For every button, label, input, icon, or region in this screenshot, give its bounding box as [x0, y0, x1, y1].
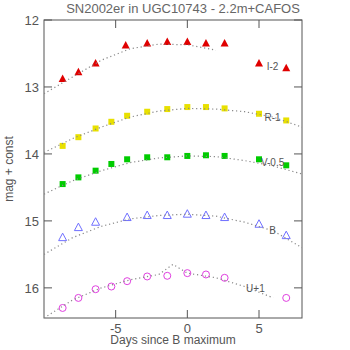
data-point — [123, 213, 131, 221]
plot-marks — [44, 38, 302, 318]
data-point — [92, 286, 99, 293]
y-tick — [294, 153, 302, 154]
data-point — [164, 106, 170, 112]
series-label: R-1 — [265, 112, 282, 123]
series-label: I-2 — [267, 61, 279, 72]
data-point — [74, 223, 82, 231]
y-tick — [44, 153, 52, 154]
data-point — [164, 154, 170, 160]
data-point — [203, 152, 209, 158]
y-tick — [44, 86, 52, 87]
series-label: U+1 — [246, 283, 265, 294]
data-point — [183, 38, 191, 46]
title: SN2002er in UGC10743 - 2.2m+CAFOS — [66, 1, 300, 16]
data-point — [108, 119, 114, 125]
data-point — [202, 211, 210, 219]
series-label: V-0.5 — [261, 157, 285, 168]
series-label: B — [269, 225, 276, 236]
template-line — [44, 44, 216, 94]
series-labels: I-2 R-1 V-0.5 B U+1 — [246, 61, 285, 294]
data-point — [108, 283, 115, 290]
template-line — [44, 214, 302, 254]
data-point — [93, 168, 99, 174]
data-point — [122, 41, 130, 49]
y-tick — [44, 220, 52, 221]
y-tick — [294, 86, 302, 87]
chart-svg: SN2002er in UGC10743 - 2.2m+CAFOS-505121… — [0, 0, 350, 350]
template-line — [44, 264, 273, 318]
y-tick-label: 13 — [25, 80, 39, 95]
y-axis-label: mag + const — [2, 135, 16, 201]
data-point — [92, 218, 100, 226]
x-tick — [187, 310, 188, 318]
data-point — [202, 39, 210, 47]
data-point — [283, 294, 290, 301]
x-tick — [115, 20, 116, 28]
data-point — [143, 39, 151, 47]
data-point — [59, 233, 67, 241]
data-point — [144, 154, 150, 160]
data-point — [221, 213, 229, 221]
data-point — [164, 272, 171, 279]
data-point — [93, 125, 99, 131]
data-point — [202, 271, 209, 278]
data-point — [255, 59, 263, 67]
template-line — [44, 156, 302, 194]
x-tick — [115, 310, 116, 318]
y-tick-label: 14 — [25, 147, 39, 162]
x-tick — [187, 20, 188, 28]
plot-frame — [44, 20, 302, 318]
y-tick — [294, 20, 302, 21]
template-line — [44, 108, 302, 152]
data-point — [60, 181, 66, 187]
y-tick-label: 12 — [25, 13, 39, 28]
chart-container: SN2002er in UGC10743 - 2.2m+CAFOS-505121… — [0, 0, 350, 350]
x-axis-label: Days since B maximum — [110, 333, 235, 347]
y-tick — [294, 287, 302, 288]
y-tick — [294, 220, 302, 221]
data-point — [108, 161, 114, 167]
data-point — [74, 68, 82, 76]
x-tick — [259, 310, 260, 318]
data-point — [184, 153, 190, 159]
y-tick-label: 16 — [25, 281, 39, 296]
data-point — [183, 210, 191, 218]
y-tick — [44, 20, 52, 21]
data-point — [59, 304, 66, 311]
data-point — [282, 231, 290, 239]
data-point — [203, 104, 209, 110]
data-point — [75, 294, 82, 301]
x-tick-label: 5 — [255, 321, 262, 336]
x-tick — [259, 20, 260, 28]
data-point — [124, 278, 131, 285]
data-point — [221, 39, 229, 47]
y-tick-label: 15 — [25, 214, 39, 229]
data-point — [124, 156, 130, 162]
y-tick — [44, 287, 52, 288]
data-point — [222, 105, 228, 111]
data-point — [282, 64, 290, 72]
